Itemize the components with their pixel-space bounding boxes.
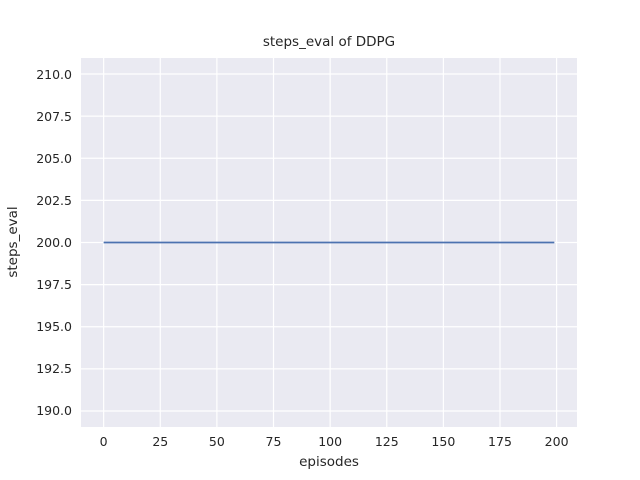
x-tick-label: 100 [318, 434, 343, 449]
y-tick-label: 197.5 [36, 277, 72, 293]
x-tick-label: 175 [488, 434, 512, 449]
x-axis-label: episodes [299, 454, 359, 470]
y-tick-label: 210.0 [36, 66, 72, 82]
y-tick-label: 205.0 [36, 150, 72, 166]
x-tick-label: 200 [544, 434, 569, 449]
y-tick-label: 192.5 [36, 361, 72, 377]
x-tick-label: 125 [374, 434, 399, 449]
y-tick-label: 190.0 [36, 403, 72, 419]
plot-area [81, 58, 577, 427]
x-tick-label: 150 [431, 434, 456, 449]
x-tick-label: 50 [208, 434, 225, 449]
x-tick-label: 25 [152, 434, 169, 449]
x-tick-label: 75 [265, 434, 282, 449]
x-tick-label: 0 [99, 434, 108, 449]
y-tick-label: 195.0 [36, 319, 72, 335]
y-tick-label: 202.5 [36, 192, 72, 208]
chart-title: steps_eval of DDPG [262, 34, 396, 50]
y-tick-label: 207.5 [36, 108, 72, 124]
y-tick-label: 200.0 [36, 235, 72, 250]
plot-canvas [81, 58, 577, 427]
